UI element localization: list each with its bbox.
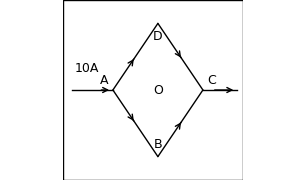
Text: C: C [207, 75, 216, 87]
Text: A: A [100, 75, 108, 87]
Text: O: O [153, 84, 163, 96]
Text: B: B [154, 138, 162, 150]
Text: D: D [153, 30, 163, 42]
Text: 10A: 10A [75, 62, 99, 75]
